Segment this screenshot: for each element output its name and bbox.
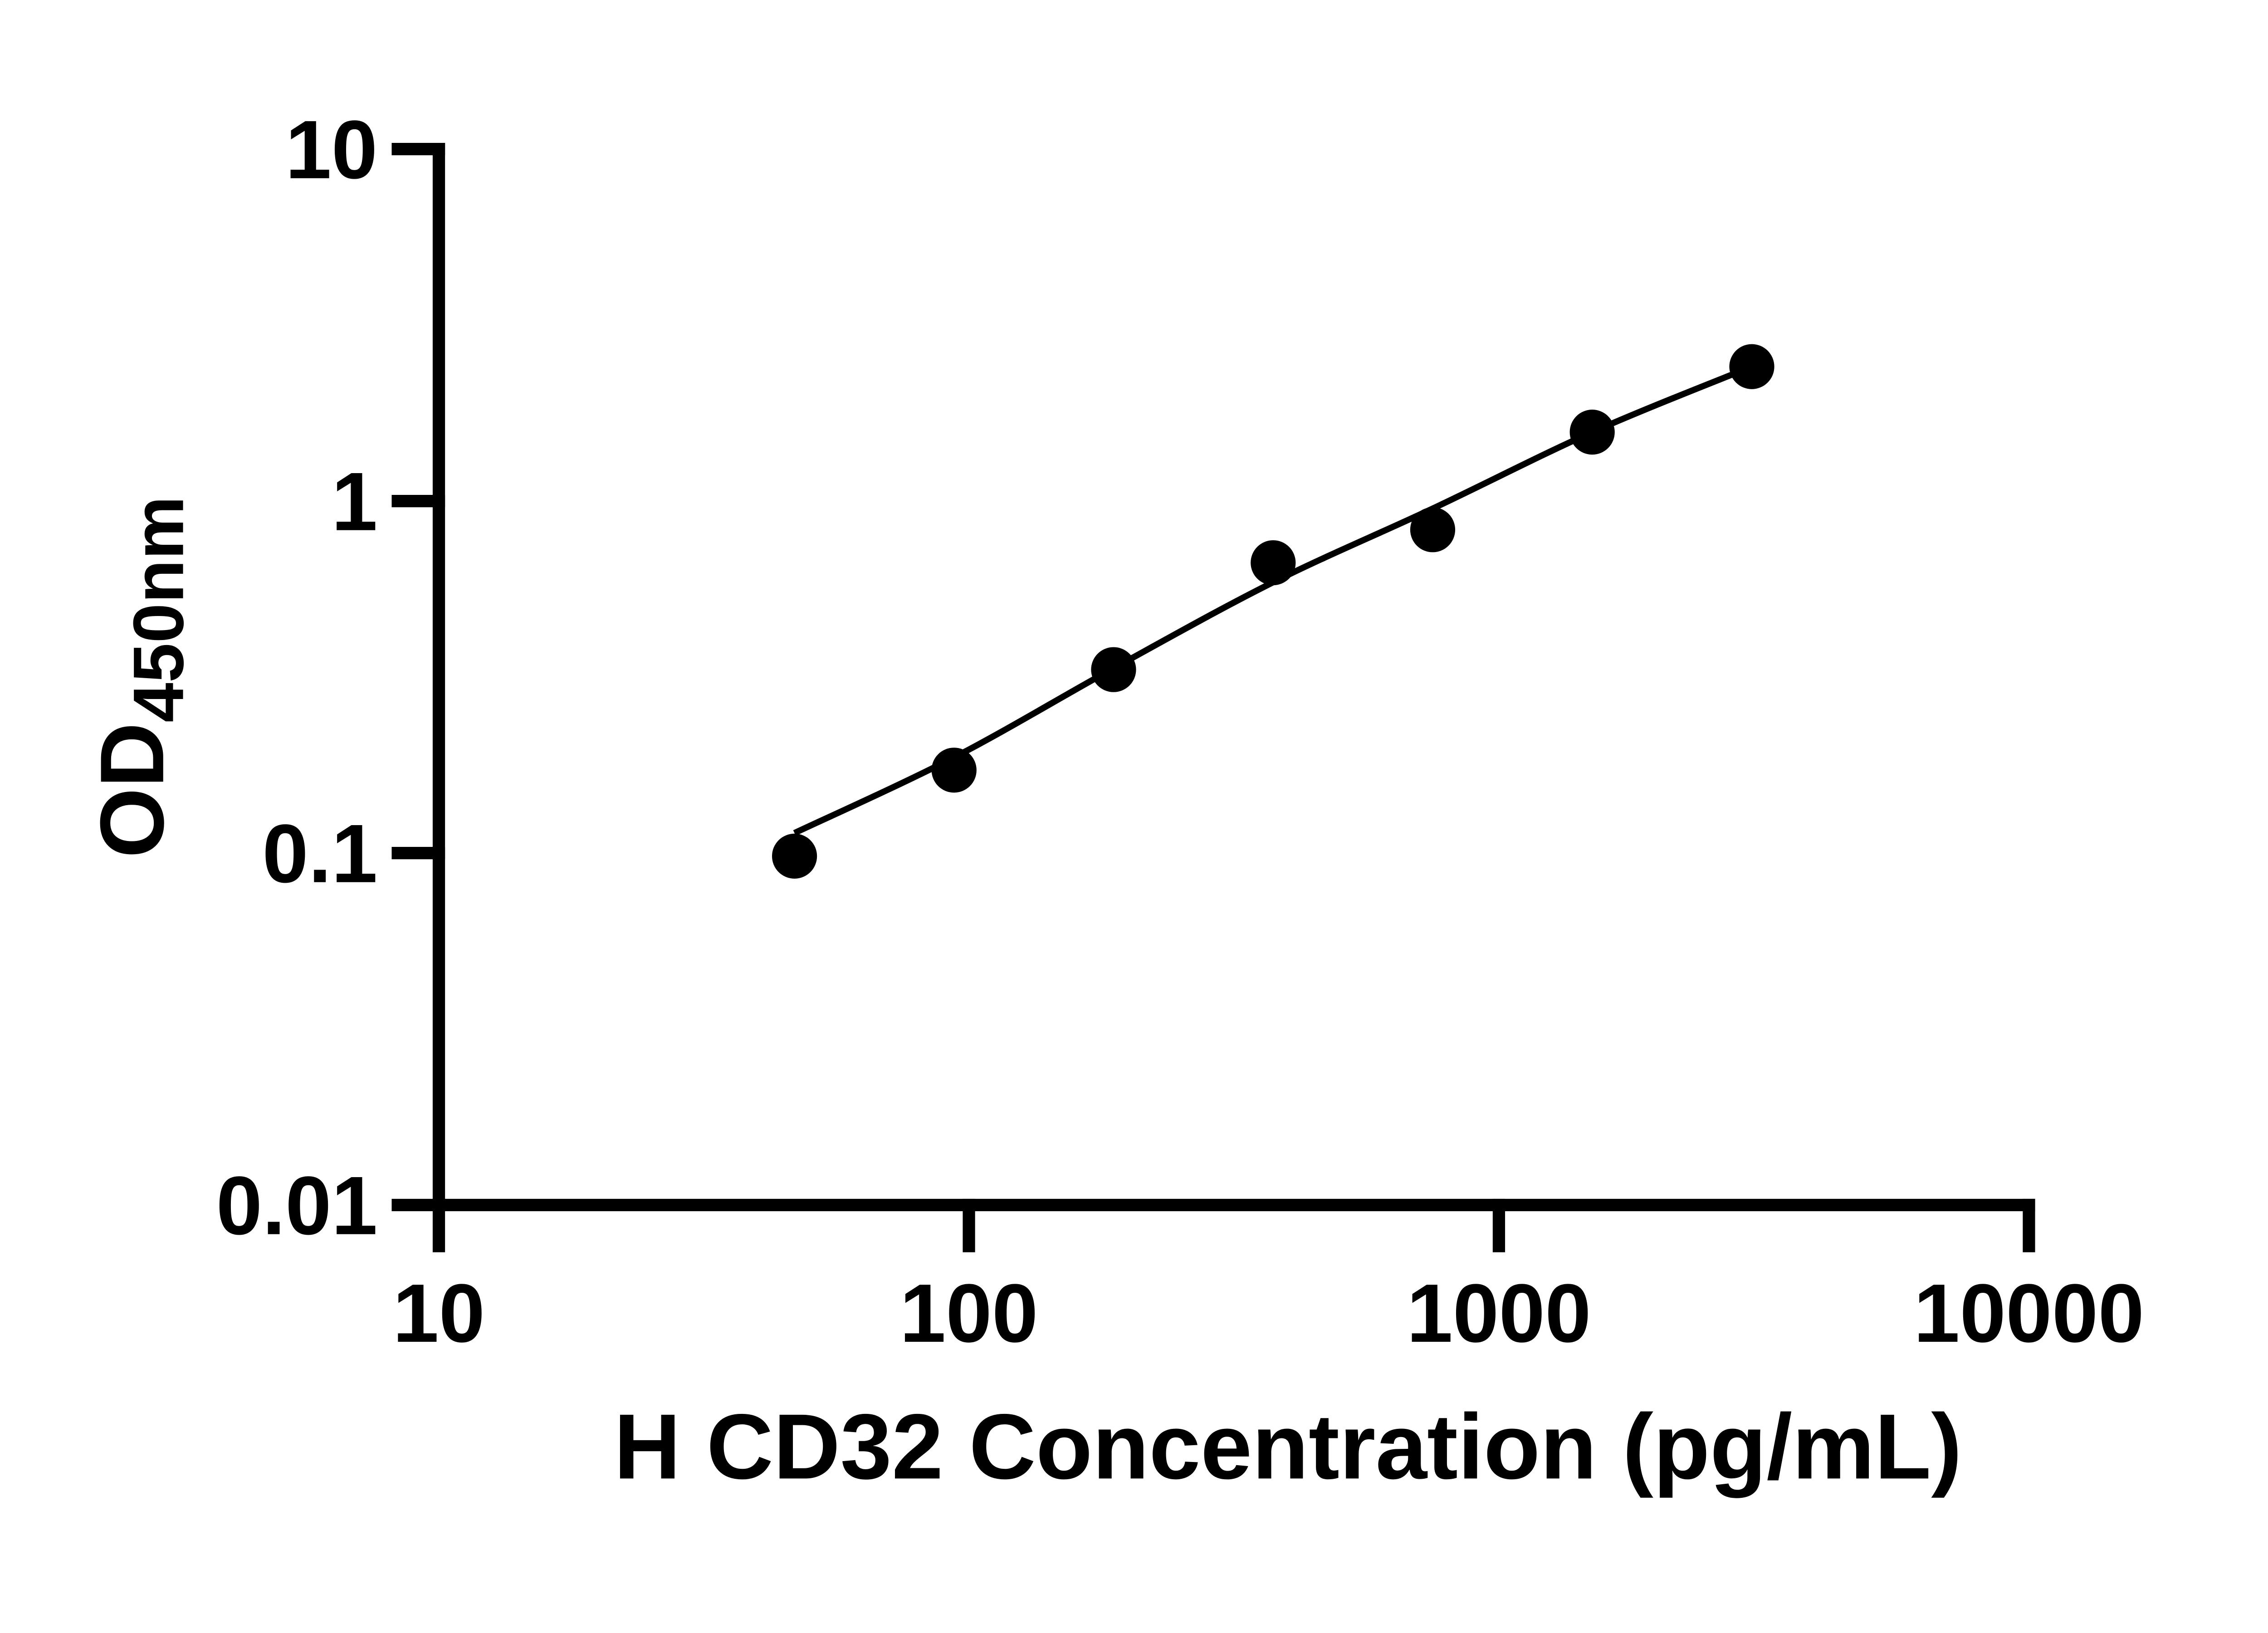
data-point (772, 833, 817, 879)
data-point (931, 748, 977, 793)
data-point (1729, 344, 1774, 389)
x-tick-label: 1000 (1407, 1267, 1591, 1359)
x-tick-label: 10 (393, 1267, 485, 1359)
data-point (1569, 410, 1615, 455)
y-tick-label: 10 (285, 103, 377, 196)
y-tick-label: 1 (332, 455, 378, 548)
plot-series (772, 344, 1774, 879)
data-point (1251, 540, 1296, 586)
elisa-standard-curve-figure: 10 1 0.1 0.01 10 100 1000 10000 H CD32 Concentr… (82, 103, 2145, 1499)
y-axis-title-subscript: 450nm (119, 496, 199, 723)
y-axis-title: OD450nm (82, 496, 199, 858)
y-axis-title-main: OD (82, 723, 183, 858)
data-point (1091, 647, 1136, 692)
y-tick-label: 0.01 (216, 1159, 378, 1252)
x-tick-label: 100 (900, 1267, 1038, 1359)
data-point (1410, 507, 1456, 552)
y-tick-label: 0.1 (262, 807, 377, 900)
x-tick-label: 10000 (1914, 1267, 2144, 1359)
x-axis-title: H CD32 Concentration (pg/mL) (614, 1395, 1962, 1498)
